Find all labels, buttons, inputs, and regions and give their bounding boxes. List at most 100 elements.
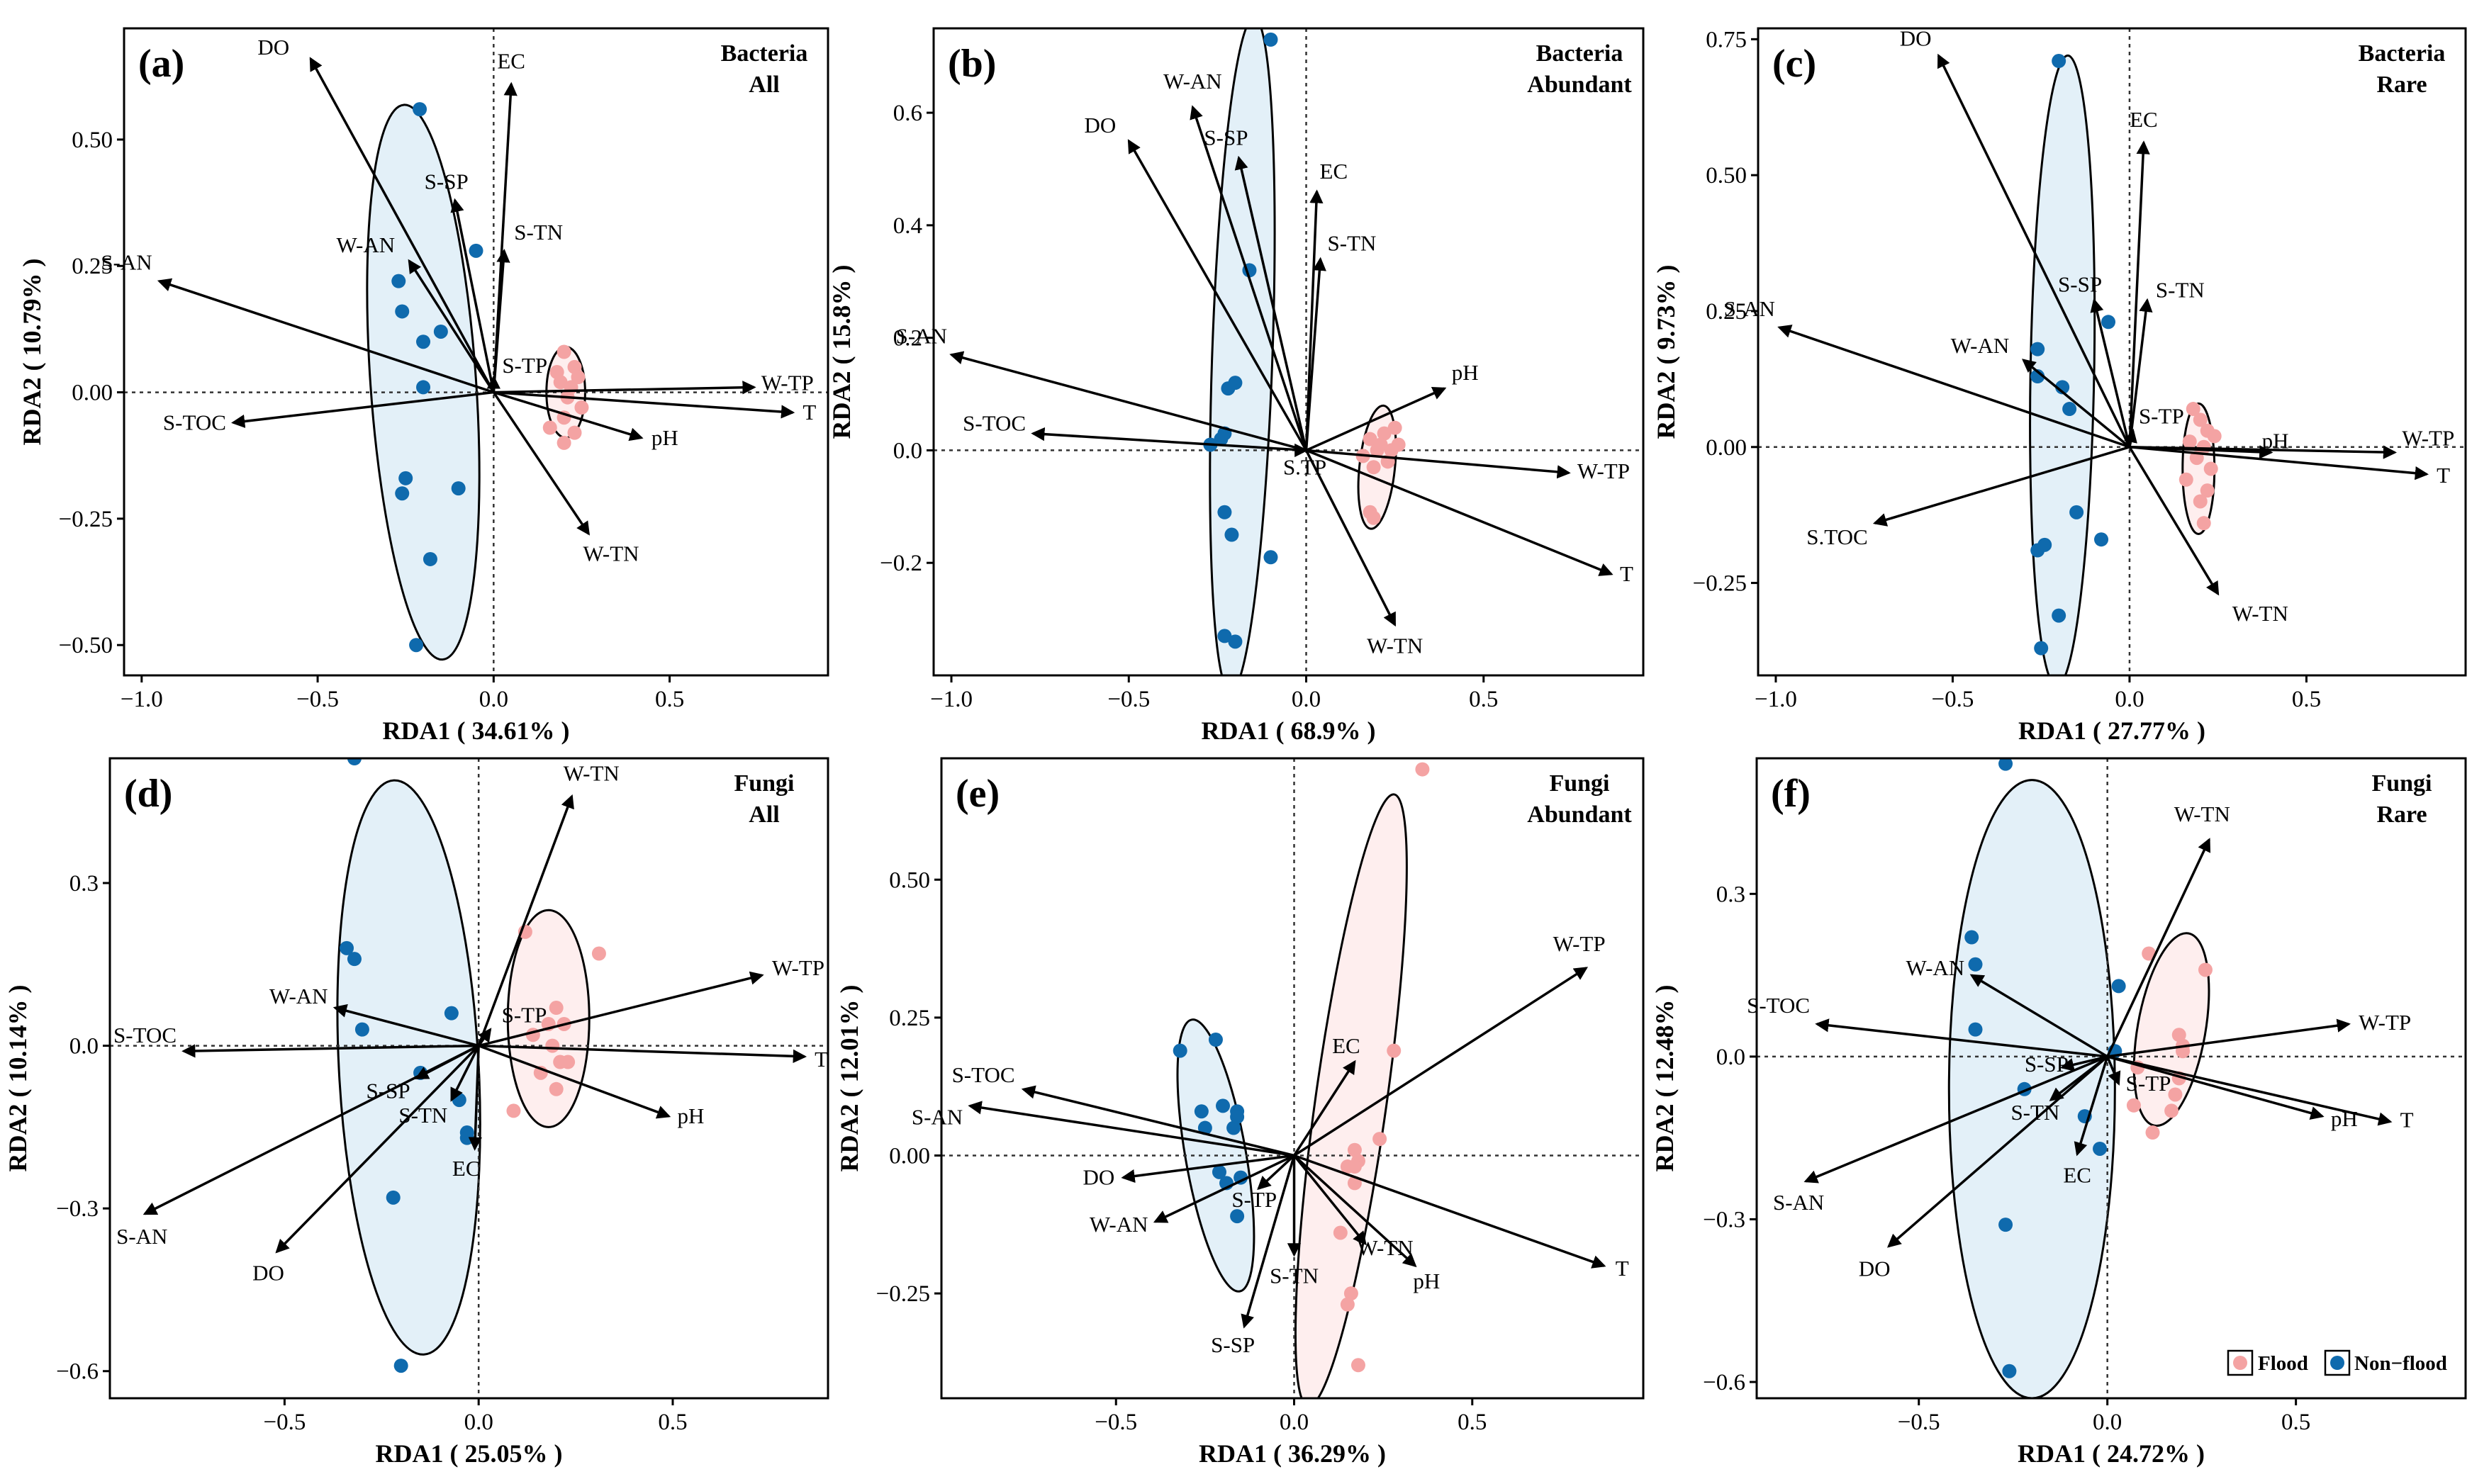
plot-frame xyxy=(123,27,829,677)
flood-sample-point xyxy=(556,344,571,359)
nonflood-sample-point xyxy=(409,638,424,653)
vector-arrow-wan xyxy=(1190,105,1308,451)
y-tick-label: 0.6 xyxy=(893,101,922,126)
nonflood-sample-point xyxy=(2094,532,2109,547)
vector-label-stoc: S-TOC xyxy=(963,411,1026,436)
panel-title-line: Bacteria xyxy=(2359,40,2446,67)
vector-label-ec: EC xyxy=(2130,107,2158,132)
flood-sample-point xyxy=(1347,1142,1362,1157)
vector-label-ssp: S-SP xyxy=(1204,125,1248,150)
nonflood-sample-point xyxy=(1224,527,1239,542)
flood-sample-point xyxy=(2193,412,2208,427)
legend-flood-marker xyxy=(2233,1356,2247,1370)
nonflood-sample-point xyxy=(444,1006,459,1021)
vector-label-t: T xyxy=(2400,1108,2414,1132)
nonflood-sample-point xyxy=(459,1130,474,1145)
vector-arrow-wan xyxy=(1153,1154,1295,1223)
x-tick-label: −0.5 xyxy=(1932,687,1974,712)
vector-label-ssp: S-SP xyxy=(425,169,469,194)
x-tick-label: 0.5 xyxy=(1469,687,1498,712)
vector-arrow-stoc xyxy=(1021,1085,1294,1157)
vector-label-wtp: W-TP xyxy=(2359,1010,2411,1035)
flood-sample-point xyxy=(1333,1225,1348,1240)
nonflood-confidence-ellipse xyxy=(1209,28,1276,675)
vector-label-stp: S-TP xyxy=(1231,1187,1277,1212)
nonflood-sample-point xyxy=(354,1022,369,1037)
nonflood-sample-point xyxy=(416,335,431,349)
vector-label-stoc: S-TOC xyxy=(163,410,226,434)
vector-label-ec: EC xyxy=(1332,1033,1360,1058)
vector-label-ec: EC xyxy=(1320,159,1348,184)
vector-label-t: T xyxy=(2437,463,2450,488)
flood-sample-point xyxy=(2203,461,2218,476)
nonflood-sample-point xyxy=(2055,380,2070,395)
vector-arrow-wtp xyxy=(1293,967,1589,1157)
flood-sample-point xyxy=(2145,1125,2160,1140)
y-tick-label: −0.6 xyxy=(1703,1370,1745,1395)
vector-label-t: T xyxy=(1616,1256,1629,1281)
nonflood-sample-point xyxy=(1998,758,2013,771)
vector-arrow-ssp xyxy=(450,198,496,393)
vector-label-wtn: W-TN xyxy=(1367,634,1423,658)
x-tick-label: 0.5 xyxy=(1458,1410,1487,1435)
nonflood-sample-point xyxy=(469,243,483,258)
vector-arrow-stp xyxy=(2106,1056,2121,1086)
nonflood-sample-point xyxy=(2052,608,2066,623)
x-tick-label: −0.5 xyxy=(263,1410,306,1435)
vector-arrow-san xyxy=(1803,1055,2108,1184)
vector-arrow-wtn xyxy=(1293,1154,1367,1246)
y-tick-label: 0.3 xyxy=(69,871,99,896)
nonflood-sample-point xyxy=(433,324,448,339)
nonflood-sample-point xyxy=(395,486,410,501)
y-tick-label: 0.0 xyxy=(893,438,922,463)
y-tick-label: 0.50 xyxy=(72,128,113,153)
nonflood-sample-point xyxy=(2037,537,2052,552)
vector-label-ph: pH xyxy=(1452,360,1479,385)
flood-sample-point xyxy=(2168,1087,2183,1102)
vector-label-stn: S-TN xyxy=(514,220,563,244)
x-tick-label: 0.0 xyxy=(464,1410,493,1435)
vector-label-wan: W-AN xyxy=(1090,1212,1148,1237)
nonflood-sample-point xyxy=(1173,1043,1187,1058)
vector-label-san: S-AN xyxy=(101,250,152,275)
y-tick-label: −0.50 xyxy=(59,633,113,658)
vector-arrow-stp xyxy=(2124,428,2137,448)
panel-label: (e) xyxy=(956,772,1000,816)
vector-label-wan: W-AN xyxy=(1906,955,1965,980)
panel-title-line: Bacteria xyxy=(1536,40,1623,67)
ellipse-layer xyxy=(1209,28,1397,675)
x-tick-label: 0.5 xyxy=(658,1410,687,1435)
flood-sample-point xyxy=(567,425,582,440)
vector-label-stn: S-TN xyxy=(1328,231,1377,256)
vector-arrow-ssp xyxy=(1234,155,1308,451)
vector-label-t: T xyxy=(802,400,816,425)
vector-label-do: DO xyxy=(1083,1165,1115,1190)
vector-arrow-ph xyxy=(493,390,644,442)
flood-sample-point xyxy=(1363,432,1377,446)
vector-arrow-wtp xyxy=(478,971,764,1047)
flood-sample-point xyxy=(561,1055,576,1069)
flood-sample-point xyxy=(2171,1028,2186,1042)
vector-label-wan: W-AN xyxy=(337,232,396,257)
vector-label-ssp: S-SP xyxy=(1211,1332,1255,1357)
x-tick-label: −1.0 xyxy=(930,687,973,712)
y-tick-label: −0.3 xyxy=(56,1196,99,1222)
plot-frame xyxy=(108,757,829,1400)
vector-arrow-san xyxy=(1777,325,2130,449)
vector-arrow-t xyxy=(1305,449,1613,576)
vector-arrow-wan xyxy=(1969,974,2108,1058)
vector-arrow-stn xyxy=(1304,257,1326,451)
nonflood-sample-point xyxy=(1212,1164,1226,1179)
vector-arrow-stoc xyxy=(1872,446,2130,527)
flood-confidence-ellipse xyxy=(1294,793,1408,1398)
plot-frame xyxy=(940,757,1645,1400)
y-tick-label: −0.6 xyxy=(56,1359,99,1385)
vector-label-stp: S-TP xyxy=(502,353,547,378)
x-tick-label: 0.0 xyxy=(2115,687,2144,712)
flood-sample-point xyxy=(571,370,586,385)
vector-label-wtn: W-TN xyxy=(564,761,620,786)
vector-arrow-do xyxy=(275,1045,480,1254)
